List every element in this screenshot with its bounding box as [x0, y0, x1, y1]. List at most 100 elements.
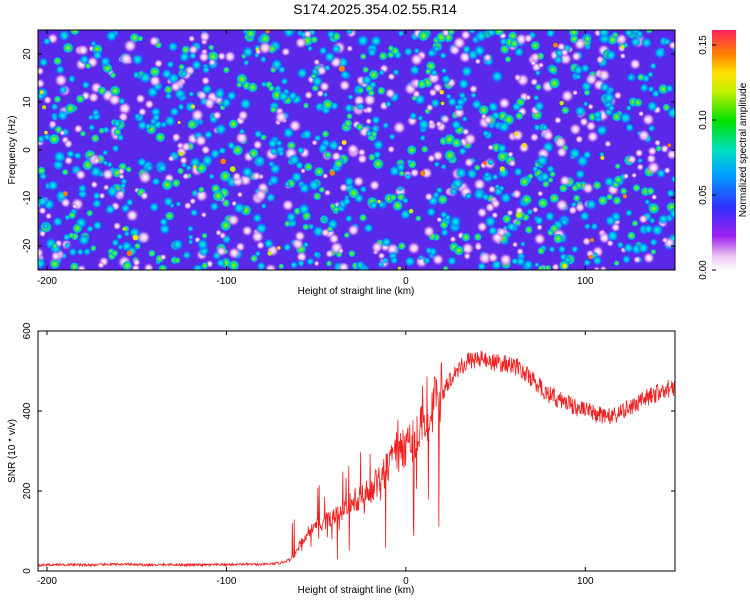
heatmap-spot — [338, 79, 351, 92]
heatmap-spot — [310, 35, 319, 44]
heatmap-spot — [419, 134, 427, 142]
heatmap-spot — [551, 262, 560, 270]
heatmap-y-tick-label: 0 — [22, 147, 33, 153]
heatmap-spot — [534, 215, 544, 226]
heatmap-spot — [269, 162, 282, 175]
heatmap-x-tick-label: 0 — [403, 276, 409, 287]
heatmap-spot — [607, 104, 616, 113]
heatmap-spot — [449, 215, 462, 229]
heatmap-spot — [38, 166, 46, 175]
heatmap-spot — [655, 145, 663, 152]
heatmap-spot — [395, 162, 406, 173]
heatmap-spot — [75, 94, 86, 104]
heatmap-spot — [587, 103, 594, 110]
heatmap-spot — [445, 93, 452, 100]
heatmap-peak — [514, 131, 519, 136]
heatmap-spot — [533, 232, 547, 246]
heatmap-spot — [54, 73, 68, 88]
heatmap-spot — [159, 217, 169, 227]
heatmap-spot — [483, 115, 493, 125]
heatmap-spot — [624, 208, 634, 217]
heatmap-spot — [433, 161, 441, 168]
heatmap-spot — [201, 76, 211, 86]
heatmap-spot — [148, 201, 160, 213]
heatmap-spot — [367, 47, 377, 58]
heatmap-spot — [396, 192, 406, 202]
heatmap-spot — [319, 81, 330, 93]
heatmap-spot — [53, 150, 66, 164]
heatmap-spot — [514, 219, 522, 226]
heatmap-spot — [654, 139, 661, 147]
heatmap-spot — [437, 194, 448, 205]
heatmap-spot — [440, 67, 448, 74]
heatmap-spot — [647, 202, 660, 215]
heatmap-spot — [425, 206, 437, 218]
heatmap-spot — [189, 208, 199, 217]
heatmap-spot — [382, 256, 390, 264]
heatmap-spot — [282, 242, 292, 252]
heatmap-spot — [575, 135, 584, 144]
heatmap-spot — [99, 56, 112, 68]
heatmap-spot — [510, 257, 519, 266]
heatmap-spot — [534, 69, 542, 77]
heatmap-y-tick-label: 20 — [22, 48, 33, 60]
heatmap-spot — [208, 173, 215, 180]
heatmap-spot — [208, 44, 215, 51]
heatmap-spot — [646, 160, 661, 175]
heatmap-spot — [42, 37, 52, 46]
heatmap-spot — [629, 58, 642, 71]
heatmap-spot — [38, 134, 46, 144]
heatmap-spot — [342, 196, 352, 206]
heatmap-spot — [104, 203, 116, 215]
heatmap-spot — [198, 186, 205, 193]
heatmap-spot — [90, 180, 99, 189]
heatmap-spot — [653, 46, 667, 60]
heatmap-spot — [483, 53, 492, 63]
heatmap-spot — [234, 131, 249, 145]
heatmap-peak — [277, 246, 281, 250]
heatmap-spot — [171, 178, 181, 188]
heatmap-spot — [343, 232, 350, 239]
heatmap-spot — [177, 103, 185, 111]
heatmap-spot — [642, 252, 655, 264]
heatmap-spot — [549, 193, 560, 204]
heatmap-spot — [460, 65, 473, 78]
heatmap-spot — [98, 127, 105, 134]
heatmap-spot — [38, 91, 46, 101]
heatmap-spot — [232, 144, 244, 156]
heatmap-spot — [201, 65, 211, 75]
colorbar-tick-label: 0.10 — [698, 110, 709, 130]
heatmap-spot — [68, 211, 77, 220]
heatmap-spot — [337, 247, 344, 254]
heatmap-spot — [346, 143, 359, 156]
heatmap-peak — [265, 30, 270, 34]
heatmap-spot — [585, 73, 598, 86]
page-title: S174.2025.354.02.55.R14 — [293, 1, 457, 17]
heatmap-spot — [666, 188, 675, 198]
heatmap-spot — [195, 188, 209, 203]
heatmap-spot — [482, 129, 490, 138]
heatmap-spot — [301, 128, 313, 141]
heatmap-spot — [557, 244, 567, 254]
heatmap-spot — [131, 53, 144, 66]
heatmap-spot — [647, 71, 654, 78]
heatmap-spot — [91, 198, 103, 209]
heatmap-spot — [49, 258, 61, 270]
heatmap-spot — [463, 252, 472, 260]
heatmap-spot — [568, 122, 582, 136]
snr-x-label: Height of straight line (km) — [298, 585, 415, 596]
heatmap-spot — [102, 184, 110, 191]
heatmap-spot — [436, 216, 443, 223]
heatmap-spot — [597, 195, 608, 206]
heatmap-spot — [504, 55, 512, 63]
heatmap-spot — [487, 252, 499, 264]
heatmap-spot — [597, 68, 611, 82]
heatmap-spot — [45, 212, 53, 220]
heatmap-spot — [356, 34, 370, 48]
heatmap-spot — [553, 116, 562, 125]
heatmap-spot — [260, 134, 267, 141]
heatmap-peak — [193, 165, 197, 169]
heatmap-spot — [68, 247, 78, 257]
heatmap-peak — [559, 101, 564, 106]
heatmap-spot — [549, 171, 556, 178]
